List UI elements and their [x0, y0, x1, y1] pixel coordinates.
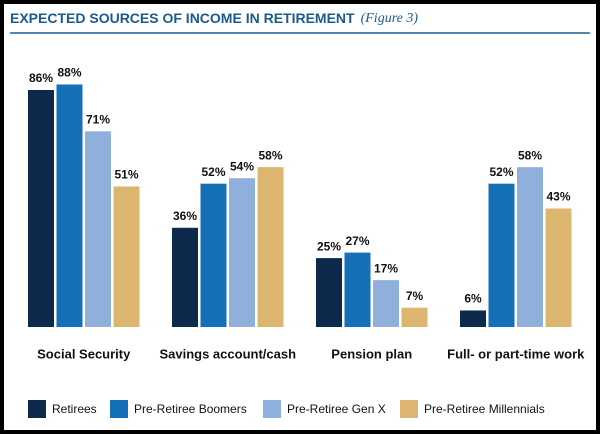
x-tick-label: Savings account/cash — [159, 346, 296, 361]
value-label: 27% — [345, 234, 369, 248]
x-tick-label: Full- or part-time work — [447, 346, 585, 361]
chart-title: EXPECTED SOURCES OF INCOME IN RETIREMENT… — [10, 10, 418, 27]
bar — [113, 186, 140, 327]
value-label: 52% — [201, 165, 225, 179]
bar — [56, 84, 83, 327]
value-label: 25% — [317, 239, 341, 253]
value-label: 52% — [489, 165, 513, 179]
bar — [229, 178, 255, 327]
bar — [28, 89, 54, 327]
value-label: 71% — [86, 112, 110, 126]
value-label: 58% — [258, 148, 282, 162]
value-label: 58% — [518, 148, 542, 162]
legend-label: Pre-Retiree Gen X — [287, 402, 386, 416]
subtitle-text: (Figure 3) — [361, 11, 419, 26]
value-label: 17% — [374, 261, 398, 275]
x-tick-label: Social Security — [37, 346, 131, 361]
bar — [172, 227, 198, 327]
bar — [316, 258, 342, 327]
bar — [85, 131, 111, 327]
bar — [517, 167, 543, 327]
bar — [488, 183, 515, 327]
bar — [401, 307, 428, 327]
legend-label: Retirees — [52, 402, 97, 416]
legend-swatch — [110, 400, 128, 418]
legend-swatch — [28, 400, 46, 418]
bar — [257, 167, 284, 327]
legend-label: Pre-Retiree Boomers — [134, 402, 247, 416]
value-label: 51% — [114, 168, 138, 182]
value-label: 88% — [57, 66, 81, 80]
value-label: 7% — [406, 289, 424, 303]
value-label: 6% — [464, 292, 482, 306]
value-label: 36% — [173, 209, 197, 223]
value-label: 43% — [546, 190, 570, 204]
legend-swatch — [263, 400, 281, 418]
value-label: 86% — [29, 71, 53, 85]
title-text: EXPECTED SOURCES OF INCOME IN RETIREMENT — [10, 10, 355, 26]
bar — [545, 208, 572, 327]
x-tick-label: Pension plan — [331, 346, 412, 361]
bar — [460, 310, 486, 327]
bar — [373, 280, 399, 327]
value-label: 54% — [230, 159, 254, 173]
bar — [344, 252, 371, 327]
legend-swatch — [400, 400, 418, 418]
bar — [200, 183, 227, 327]
legend-label: Pre-Retiree Millennials — [424, 402, 545, 416]
